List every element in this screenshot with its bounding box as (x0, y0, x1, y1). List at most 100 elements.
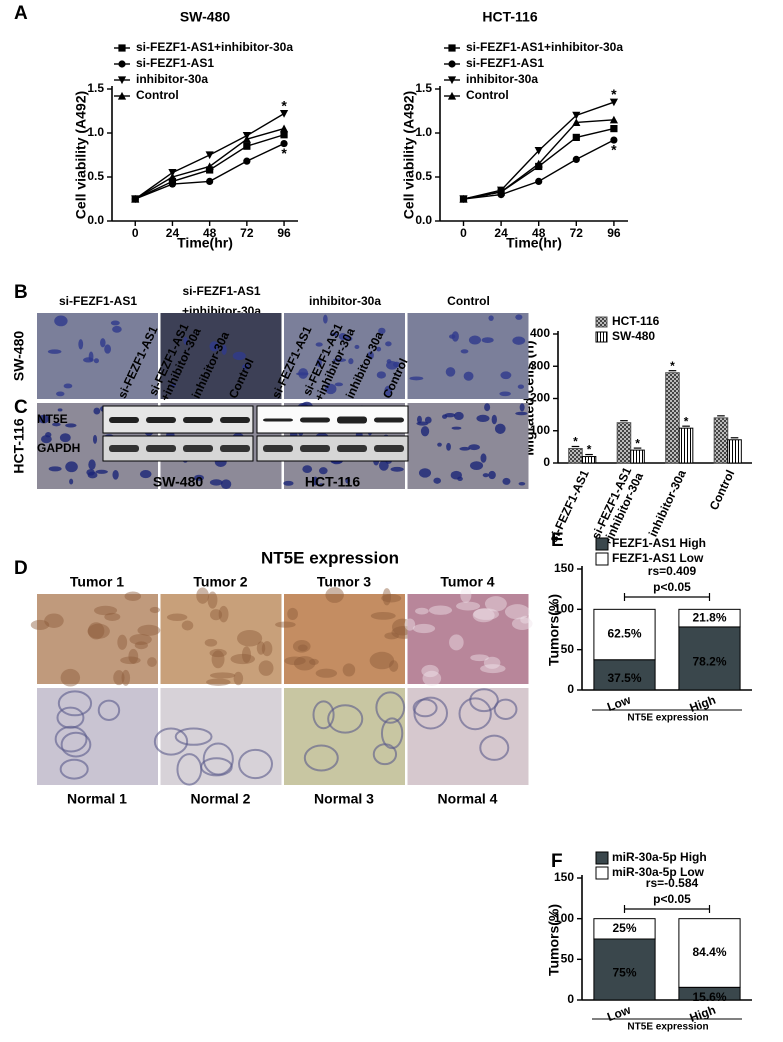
y-tick-label: 0.0 (87, 213, 104, 227)
cell-blob (444, 412, 456, 418)
bar (581, 456, 597, 464)
cell-blob (376, 371, 386, 379)
bar-segment (593, 918, 656, 940)
bar-segment (593, 659, 656, 691)
annotation: * (635, 436, 640, 450)
gland (342, 663, 356, 677)
y-tick-label: 150 (554, 870, 574, 884)
cell-blob (453, 411, 464, 421)
annotation: * (573, 435, 578, 449)
ihc-normal (284, 688, 405, 785)
marker (168, 180, 177, 188)
panel-letter: B (14, 282, 28, 303)
gland (389, 660, 399, 672)
cell-blob (88, 459, 96, 470)
x-tick-label: 96 (277, 226, 291, 240)
x-axis-label: Time(hr) (177, 235, 233, 251)
image-row-label: SW-480 (11, 331, 27, 382)
gland (124, 591, 142, 601)
gland (287, 607, 298, 621)
y-tick-label: 0.5 (87, 169, 104, 183)
marker (459, 194, 468, 203)
x-axis-label: Time(hr) (506, 235, 562, 251)
gland (129, 633, 152, 645)
tumor-label: Tumor 3 (317, 574, 371, 590)
panel-letter: A (14, 3, 28, 24)
band (220, 417, 250, 423)
gland (211, 650, 225, 669)
gland (233, 671, 244, 686)
cell-blob (56, 391, 65, 397)
gland (121, 669, 131, 686)
y-tick-label: 1.5 (87, 81, 104, 95)
gland (134, 641, 148, 650)
cell-blob (323, 314, 328, 324)
cell-blob (480, 453, 487, 463)
band (220, 445, 250, 452)
annotation: * (611, 86, 617, 102)
gland (511, 617, 533, 631)
gland (230, 653, 255, 665)
cell-blob (93, 358, 99, 364)
x-tick-label: Low (605, 692, 633, 714)
gland (256, 641, 266, 655)
gland (117, 634, 128, 650)
cell-blob (65, 461, 78, 473)
image-column-label: si-FEZF1-AS1 (59, 294, 137, 308)
cell-blob (468, 335, 481, 345)
value-label: 15.6% (692, 990, 726, 1004)
band (183, 445, 213, 452)
cell-blob (59, 433, 71, 443)
gland (412, 623, 436, 634)
legend-label: inhibitor-30a (136, 72, 208, 86)
gland (325, 587, 344, 603)
cell-blob (424, 416, 432, 424)
gland (113, 670, 125, 686)
gland (87, 622, 105, 640)
bar (713, 417, 729, 464)
bar-segment (678, 918, 741, 988)
y-tick-label: 50 (561, 642, 575, 656)
cell-blob (92, 434, 98, 444)
cell-blob (38, 414, 50, 424)
marker (448, 60, 456, 68)
gland (209, 672, 236, 679)
cell-blob (416, 415, 422, 424)
chart-title: HCT-116 (482, 9, 537, 25)
cell-blob (315, 342, 323, 347)
bar (616, 422, 632, 464)
crypt (176, 753, 203, 786)
gland (470, 654, 489, 662)
ihc-tumor (37, 594, 158, 684)
cell-blob (418, 468, 432, 478)
band (300, 417, 330, 423)
marker (118, 60, 126, 68)
crypt (479, 734, 510, 761)
gland (520, 615, 531, 624)
cell-blob (502, 477, 511, 485)
bar (568, 447, 583, 464)
band (337, 445, 367, 452)
cell-blob (65, 423, 77, 428)
cell-blob (379, 460, 389, 471)
gland (293, 656, 316, 671)
annotation: rs=0.409 (648, 564, 697, 578)
bar-segment (678, 626, 741, 691)
marker (610, 125, 618, 133)
gland (128, 648, 139, 664)
legend-label: Control (466, 88, 509, 102)
value-label: 62.5% (607, 627, 641, 641)
gland (120, 656, 141, 665)
legend-swatch (595, 552, 609, 566)
gland (370, 611, 396, 620)
gland (166, 613, 188, 621)
legend-label: HCT-116 (612, 314, 660, 328)
band (374, 417, 404, 423)
panel-letter: E (551, 530, 564, 551)
cell-blob (481, 337, 494, 343)
gland (258, 660, 274, 676)
gland (241, 646, 252, 663)
legend-label: SW-480 (612, 329, 655, 343)
y-axis-label: Cell viability (A492) (401, 91, 417, 219)
